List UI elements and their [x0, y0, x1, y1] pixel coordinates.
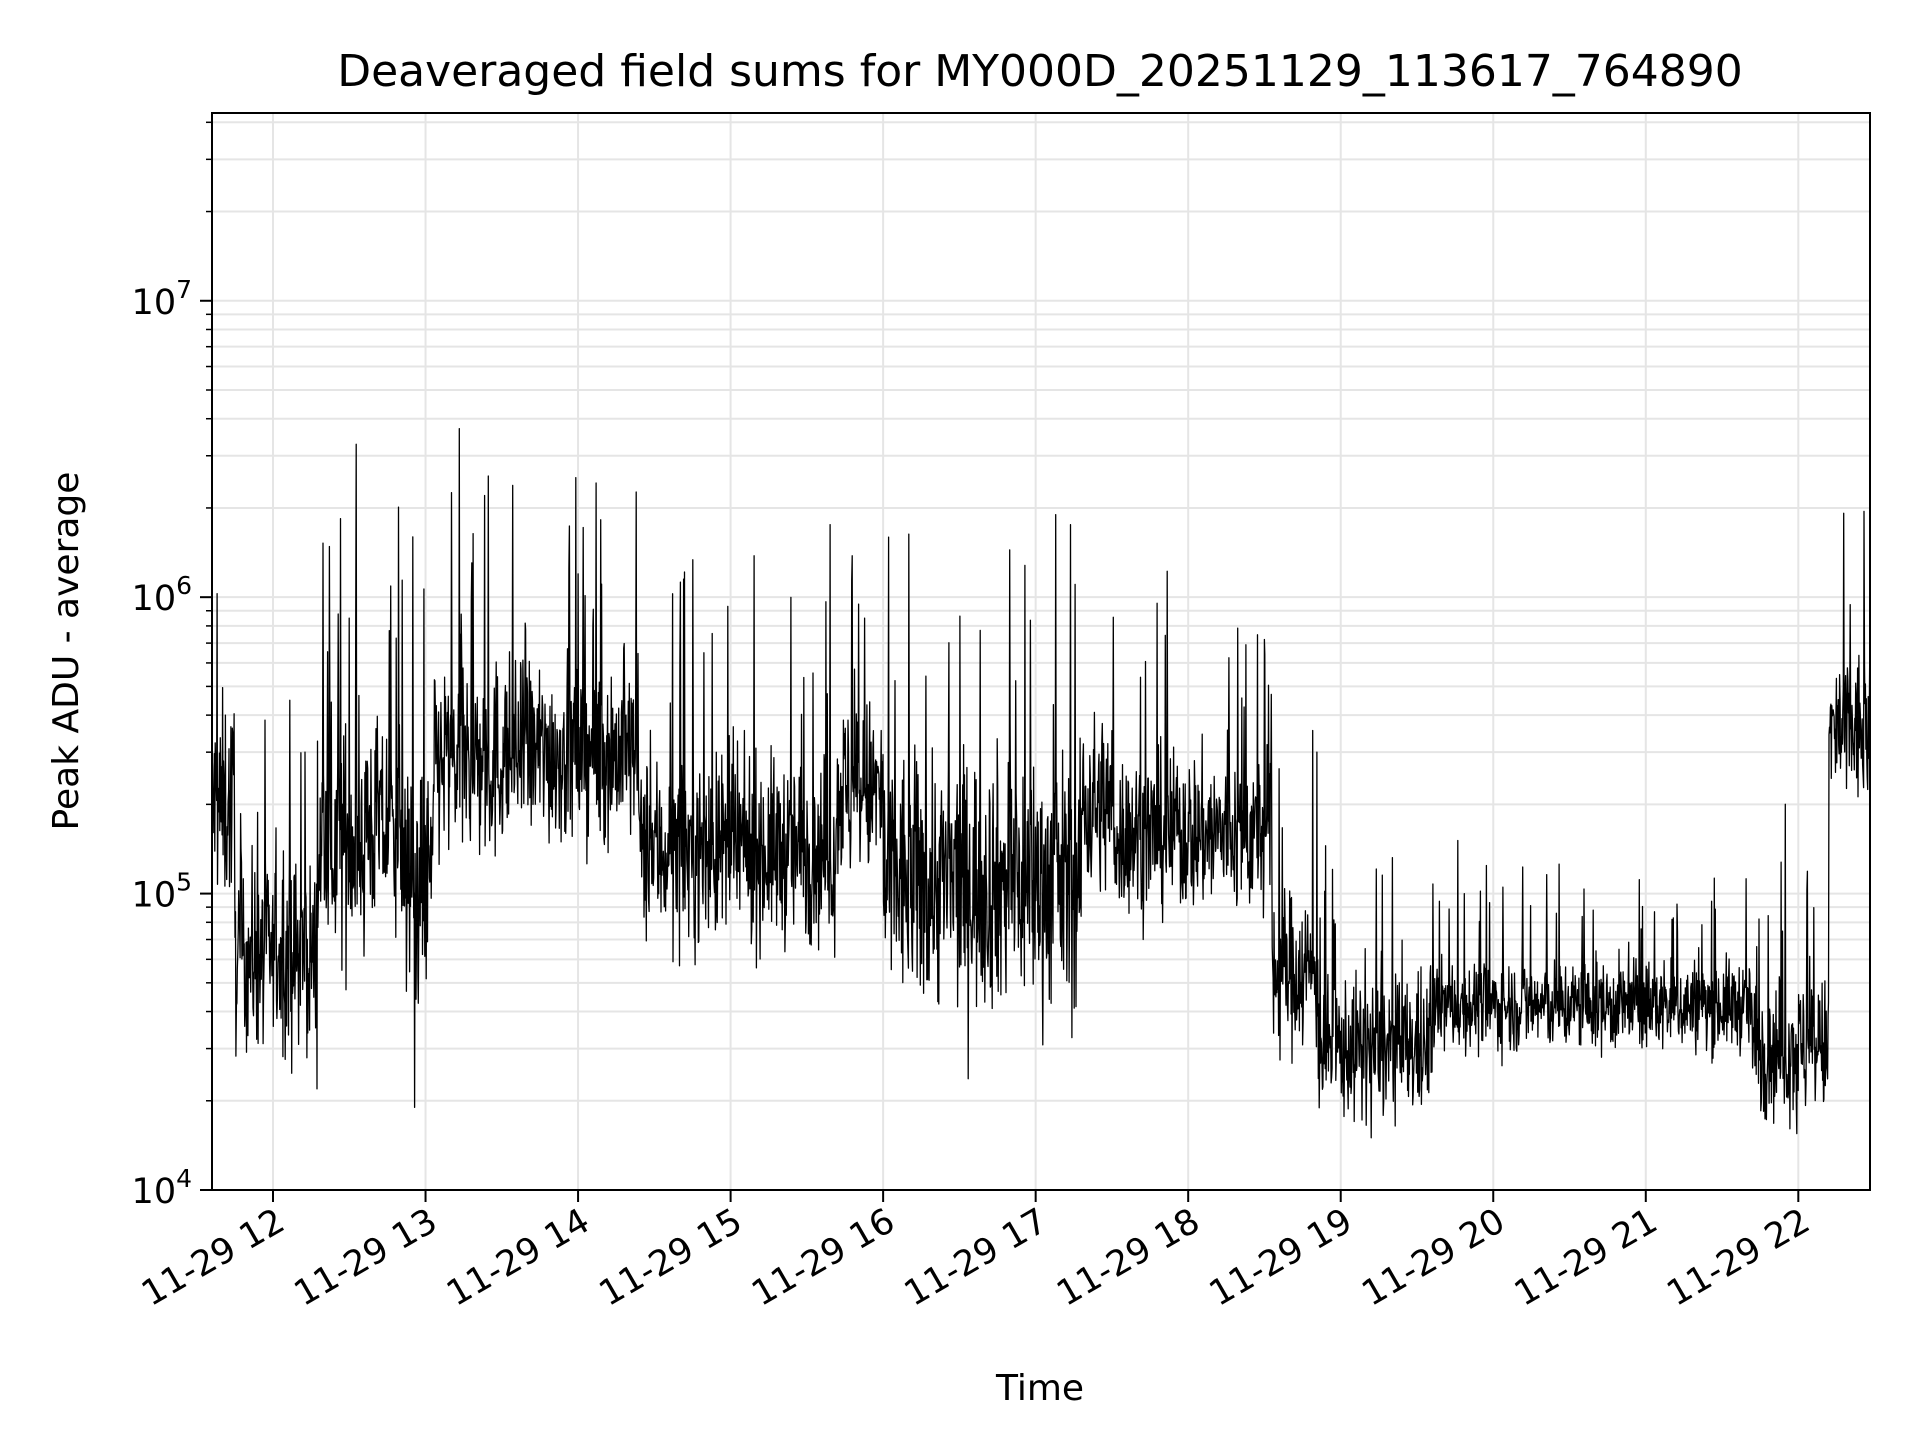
y-tick-exponent: 7 — [176, 275, 192, 304]
y-tick-label: 105 — [132, 868, 192, 916]
y-tick-exponent: 5 — [176, 868, 192, 897]
y-tick-base: 10 — [132, 876, 177, 916]
y-tick-exponent: 4 — [176, 1164, 192, 1193]
y-tick-label: 107 — [132, 275, 192, 323]
chart-title: Deaveraged field sums for MY000D_2025112… — [337, 46, 1743, 97]
y-tick-base: 10 — [132, 1172, 177, 1212]
series-layer — [212, 427, 1870, 1139]
series-line-0 — [212, 427, 1870, 1139]
y-tick-base: 10 — [132, 579, 177, 619]
y-axis-label: Peak ADU - average — [46, 472, 87, 831]
y-tick-exponent: 6 — [176, 571, 192, 600]
y-tick-base: 10 — [132, 283, 177, 323]
plot-area — [212, 427, 1870, 1139]
plot-frame — [211, 112, 1871, 1191]
y-tick-label: 104 — [132, 1164, 192, 1212]
y-tick-label: 106 — [132, 571, 192, 619]
x-axis-label: Time — [995, 1368, 1084, 1409]
